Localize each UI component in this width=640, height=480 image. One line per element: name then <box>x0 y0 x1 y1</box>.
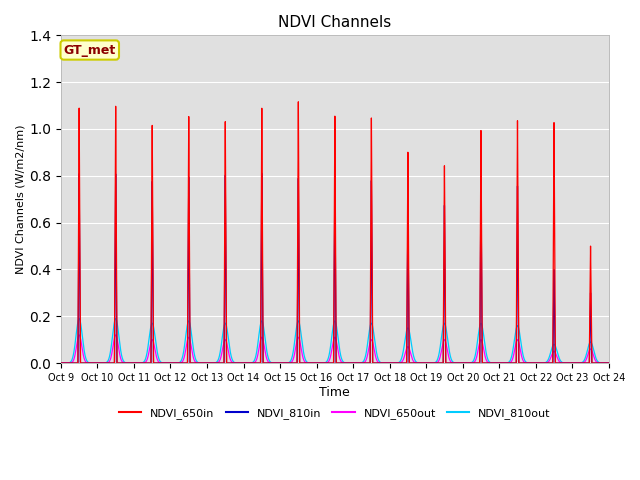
Title: NDVI Channels: NDVI Channels <box>278 15 392 30</box>
X-axis label: Time: Time <box>319 385 350 398</box>
Y-axis label: NDVI Channels (W/m2/nm): NDVI Channels (W/m2/nm) <box>15 124 25 274</box>
Legend: NDVI_650in, NDVI_810in, NDVI_650out, NDVI_810out: NDVI_650in, NDVI_810in, NDVI_650out, NDV… <box>115 403 555 423</box>
Text: GT_met: GT_met <box>63 44 116 57</box>
